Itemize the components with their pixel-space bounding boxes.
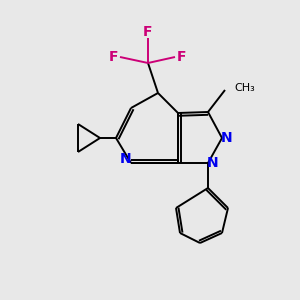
Text: F: F (177, 50, 187, 64)
Text: F: F (143, 25, 153, 39)
Text: N: N (221, 131, 233, 145)
Text: N: N (207, 156, 219, 170)
Text: CH₃: CH₃ (234, 83, 255, 93)
Text: N: N (120, 152, 132, 166)
Text: F: F (108, 50, 118, 64)
